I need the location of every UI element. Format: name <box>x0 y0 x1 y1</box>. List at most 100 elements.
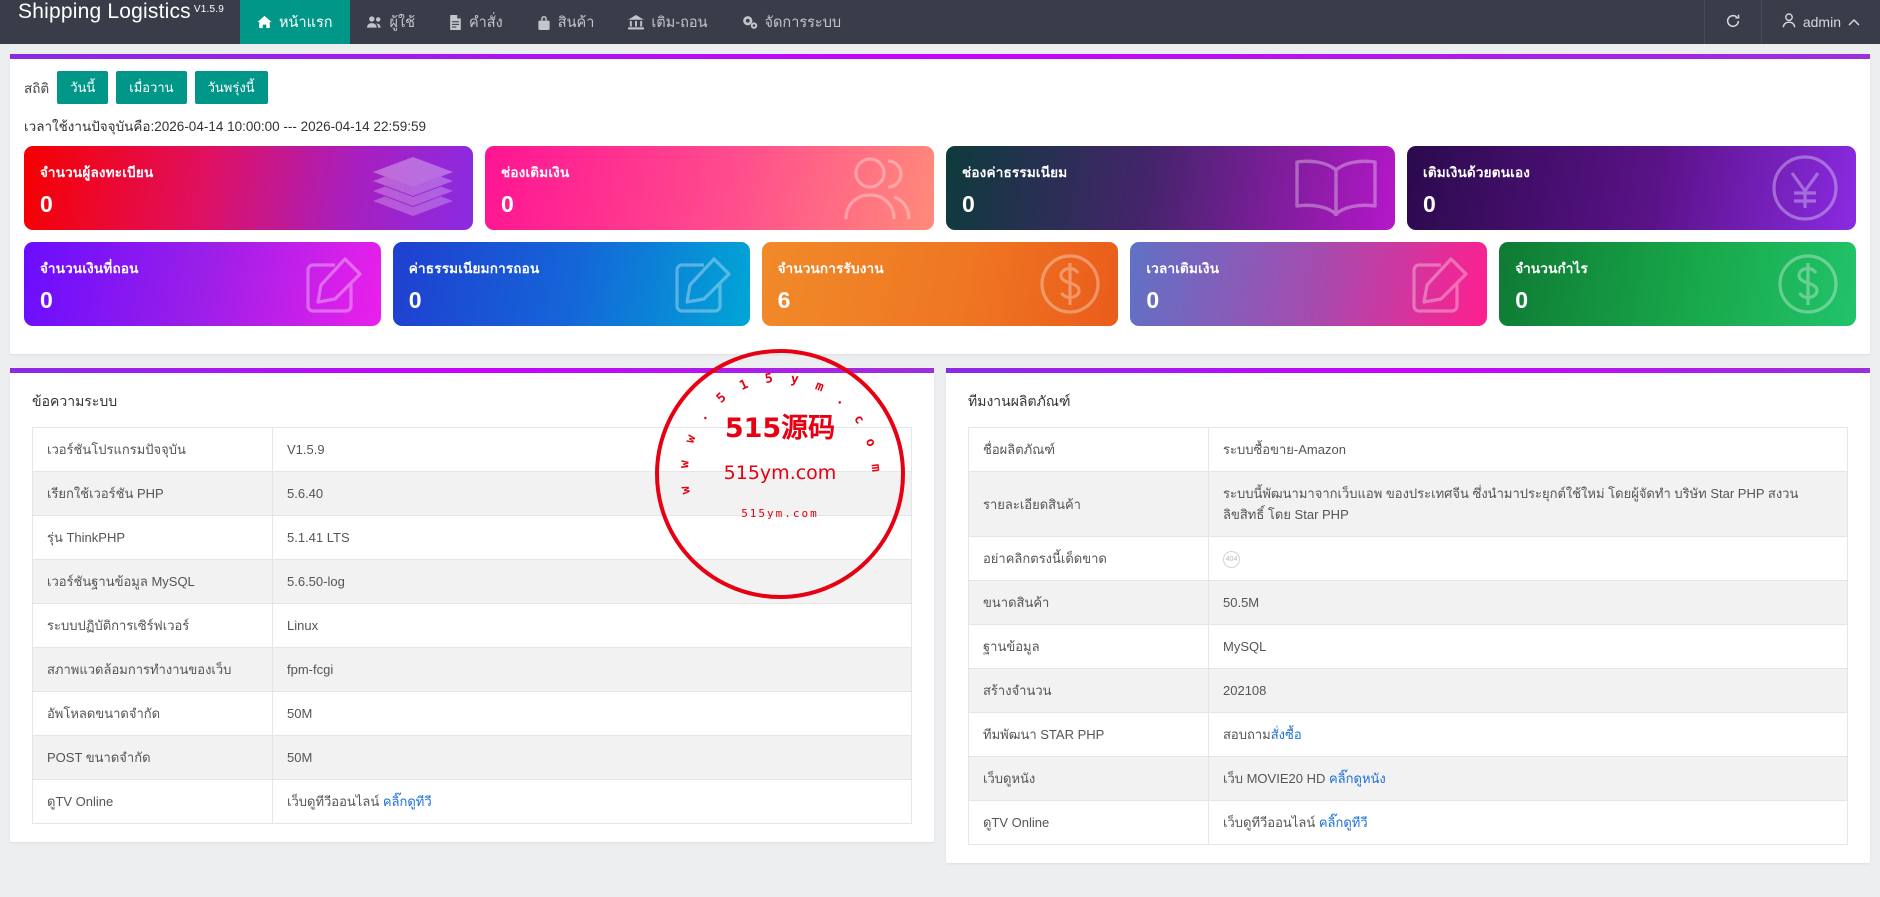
stat-card-fee-channel[interactable]: ช่องค่าธรรมเนียม 0 <box>946 146 1395 230</box>
table-row: เว็บดูหนัง เว็บ MOVIE20 HD คลิ๊กดูหนัง <box>968 756 1848 801</box>
lower-panels: ข้อความระบบ เวอร์ชันโปรแกรมปัจจุบัน V1.5… <box>10 368 1870 863</box>
stat-card-title: จำนวนผู้ลงทะเบียน <box>40 165 154 180</box>
table-row: ขนาดสินค้า 50.5M <box>968 580 1848 625</box>
filter-yesterday-button[interactable]: เมื่อวาน <box>116 71 187 104</box>
row-value-with-link: เว็บ MOVIE20 HD คลิ๊กดูหนัง <box>1208 756 1848 801</box>
nav-items: หน้าแรก ผู้ใช้ คำสั่ง สินค้า เติม-ถอน <box>240 0 858 44</box>
table-row: ฐานข้อมูล MySQL <box>968 624 1848 669</box>
stat-card-value: 0 <box>962 191 975 217</box>
row-key: ทีมพัฒนา STAR PHP <box>968 712 1209 757</box>
table-row: เวอร์ชันฐานข้อมูล MySQL 5.6.50-log <box>32 559 912 604</box>
stat-cards-row-1: จำนวนผู้ลงทะเบียน 0 ช่องเติมเงิน 0 <box>24 146 1856 230</box>
row-value: 50M <box>272 691 912 736</box>
row-key: ดูTV Online <box>968 800 1209 845</box>
row-key: เวอร์ชันฐานข้อมูล MySQL <box>32 559 273 604</box>
row-key: ดูTV Online <box>32 779 273 824</box>
stat-card-withdraw-fee[interactable]: ค่าธรรมเนียมการถอน 0 <box>392 242 750 326</box>
nav-label: เติม-ถอน <box>651 14 708 31</box>
nav-item-deposit-withdraw[interactable]: เติม-ถอน <box>611 0 724 44</box>
stat-card-value: 0 <box>408 287 422 313</box>
stat-card-title: ค่าธรรมเนียมการถอน <box>408 261 540 276</box>
nav-item-system[interactable]: จัดการระบบ <box>725 0 859 44</box>
table-row: รายละเอียดสินค้า ระบบนี้พัฒนามาจากเว็บแอ… <box>968 471 1848 537</box>
brand-logo[interactable]: Shipping Logistics V1.5.9 <box>0 0 240 44</box>
row-key: ขนาดสินค้า <box>968 580 1209 625</box>
stat-card-self-deposit[interactable]: เติมเงินด้วยตนเอง 0 <box>1407 146 1856 230</box>
table-row: รุ่น ThinkPHP 5.1.41 LTS <box>32 515 912 560</box>
stat-card-value: 0 <box>1515 287 1528 313</box>
row-value-badge: 404 <box>1208 536 1848 581</box>
status-badge: 404 <box>1223 551 1240 568</box>
row-value: fpm-fcgi <box>272 647 912 692</box>
stat-cards-row-2: จำนวนเงินที่ถอน 0 ค่าธรรมเนียมการถอน 0 <box>24 242 1856 326</box>
row-value: MySQL <box>1208 624 1848 669</box>
stat-card-value: 0 <box>1146 287 1160 313</box>
row-value-with-link: เว็บดูทีวีออนไลน์ คลิ๊กดูทีวี <box>1208 800 1848 845</box>
system-info-panel: ข้อความระบบ เวอร์ชันโปรแกรมปัจจุบัน V1.5… <box>10 368 934 842</box>
stat-card-title: ช่องเติมเงิน <box>501 165 570 180</box>
row-value: 5.6.50-log <box>272 559 912 604</box>
row-key: สภาพแวดล้อมการทำงานของเว็บ <box>32 647 273 692</box>
refresh-button[interactable] <box>1703 0 1761 44</box>
nav-label: สินค้า <box>557 14 595 31</box>
table-row: ดูTV Online เว็บดูทีวีออนไลน์ คลิ๊กดูทีว… <box>968 800 1848 845</box>
watch-tv-link[interactable]: คลิ๊กดูทีวี <box>1318 815 1368 830</box>
table-row: สภาพแวดล้อมการทำงานของเว็บ fpm-fcgi <box>32 647 912 692</box>
filter-tomorrow-button[interactable]: วันพรุ่งนี้ <box>194 71 268 104</box>
row-key: ระบบปฏิบัติการเซิร์ฟเวอร์ <box>32 603 273 648</box>
row-key: อัพโหลดขนาดจำกัด <box>32 691 273 736</box>
row-key: เว็บดูหนัง <box>968 756 1209 801</box>
stat-card-withdraw-amount[interactable]: จำนวนเงินที่ถอน 0 <box>24 242 381 326</box>
user-menu[interactable]: admin <box>1760 0 1880 44</box>
nav-label: หน้าแรก <box>279 14 333 31</box>
stat-card-profit[interactable]: จำนวนกำไร 0 <box>1499 242 1856 326</box>
navbar-right: admin <box>1703 0 1880 44</box>
row-value: 202108 <box>1208 668 1848 713</box>
nav-label: คำสั่ง <box>468 14 503 31</box>
nav-item-home[interactable]: หน้าแรก <box>240 0 350 44</box>
nav-item-products[interactable]: สินค้า <box>520 0 612 44</box>
row-value: 50.5M <box>1208 580 1848 625</box>
product-info-panel: ทีมงานผลิตภัณฑ์ ชื่อผลิตภัณฑ์ ระบบซื้อขา… <box>946 368 1870 863</box>
table-row: อัพโหลดขนาดจำกัด 50M <box>32 691 912 736</box>
row-value-text: เว็บดูทีวีออนไลน์ <box>287 794 380 809</box>
table-row: POST ขนาดจำกัด 50M <box>32 735 912 780</box>
watch-movie-link[interactable]: คลิ๊กดูหนัง <box>1328 771 1386 786</box>
row-key: เวอร์ชันโปรแกรมปัจจุบัน <box>32 427 273 472</box>
stat-card-deposit-channel[interactable]: ช่องเติมเงิน 0 <box>485 146 934 230</box>
statistics-header: สถิติ วันนี้ เมื่อวาน วันพรุ่งนี้ <box>24 71 1856 104</box>
table-row: เวอร์ชันโปรแกรมปัจจุบัน V1.5.9 <box>32 427 912 472</box>
nav-item-orders[interactable]: คำสั่ง <box>432 0 520 44</box>
watch-tv-link[interactable]: คลิ๊กดูทีวี <box>382 794 432 809</box>
row-key: ชื่อผลิตภัณฑ์ <box>968 427 1209 472</box>
table-row: สร้างจำนวน 202108 <box>968 668 1848 713</box>
stat-card-value: 0 <box>40 287 53 313</box>
current-time-range: เวลาใช้งานปัจจุบันคือ:2026-04-14 10:00:0… <box>24 119 426 134</box>
stat-card-deposit-time[interactable]: เวลาเติมเงิน 0 <box>1130 242 1488 326</box>
stat-card-registered-users[interactable]: จำนวนผู้ลงทะเบียน 0 <box>24 146 473 230</box>
order-link[interactable]: สั่งซื้อ <box>1270 727 1302 742</box>
row-value: 5.1.41 LTS <box>272 515 912 560</box>
stat-card-title: เวลาเติมเงิน <box>1146 261 1220 276</box>
user-icon <box>1782 13 1796 31</box>
file-icon <box>449 14 462 30</box>
product-info-column: ทีมงานผลิตภัณฑ์ ชื่อผลิตภัณฑ์ ระบบซื้อขา… <box>946 368 1870 863</box>
table-row: ชื่อผลิตภัณฑ์ ระบบซื้อขาย-Amazon <box>968 427 1848 472</box>
stat-card-received-jobs[interactable]: จำนวนการรับงาน 6 <box>761 242 1119 326</box>
table-row: ทีมพัฒนา STAR PHP สอบถามสั่งซื้อ <box>968 712 1848 757</box>
row-value-text: เว็บ MOVIE20 HD <box>1223 771 1326 786</box>
top-navbar: Shipping Logistics V1.5.9 หน้าแรก ผู้ใช้… <box>0 0 1880 44</box>
nav-item-users[interactable]: ผู้ใช้ <box>350 0 432 44</box>
row-value: Linux <box>272 603 912 648</box>
row-key: รายละเอียดสินค้า <box>968 471 1209 537</box>
home-icon <box>257 15 272 29</box>
stat-card-value: 6 <box>777 287 791 313</box>
bag-icon <box>537 15 551 30</box>
table-row: เรียกใช้เวอร์ชัน PHP 5.6.40 <box>32 471 912 516</box>
product-info-table: ชื่อผลิตภัณฑ์ ระบบซื้อขาย-Amazon รายละเอ… <box>968 427 1848 845</box>
system-info-table: เวอร์ชันโปรแกรมปัจจุบัน V1.5.9 เรียกใช้เ… <box>32 427 912 824</box>
row-value-text: สอบถาม <box>1223 727 1271 742</box>
filter-today-button[interactable]: วันนี้ <box>57 71 109 104</box>
stat-card-title: ช่องค่าธรรมเนียม <box>962 165 1068 180</box>
chevron-up-icon <box>1848 14 1860 30</box>
